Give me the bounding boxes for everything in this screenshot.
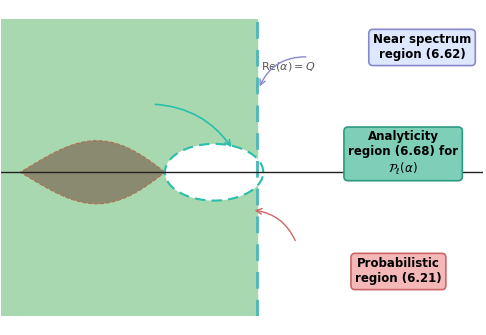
Text: Near spectrum
region (6.62): Near spectrum region (6.62) <box>373 34 471 61</box>
Text: Probabilistic
region (6.21): Probabilistic region (6.21) <box>355 258 442 285</box>
Polygon shape <box>20 141 165 204</box>
Text: Analyticity
region (6.68) for
$\mathcal{P}_\ell(\alpha)$: Analyticity region (6.68) for $\mathcal{… <box>348 130 458 177</box>
Text: $\mathrm{Re}(\alpha) = Q$: $\mathrm{Re}(\alpha) = Q$ <box>261 60 316 73</box>
Polygon shape <box>1 19 257 316</box>
Ellipse shape <box>165 144 263 201</box>
